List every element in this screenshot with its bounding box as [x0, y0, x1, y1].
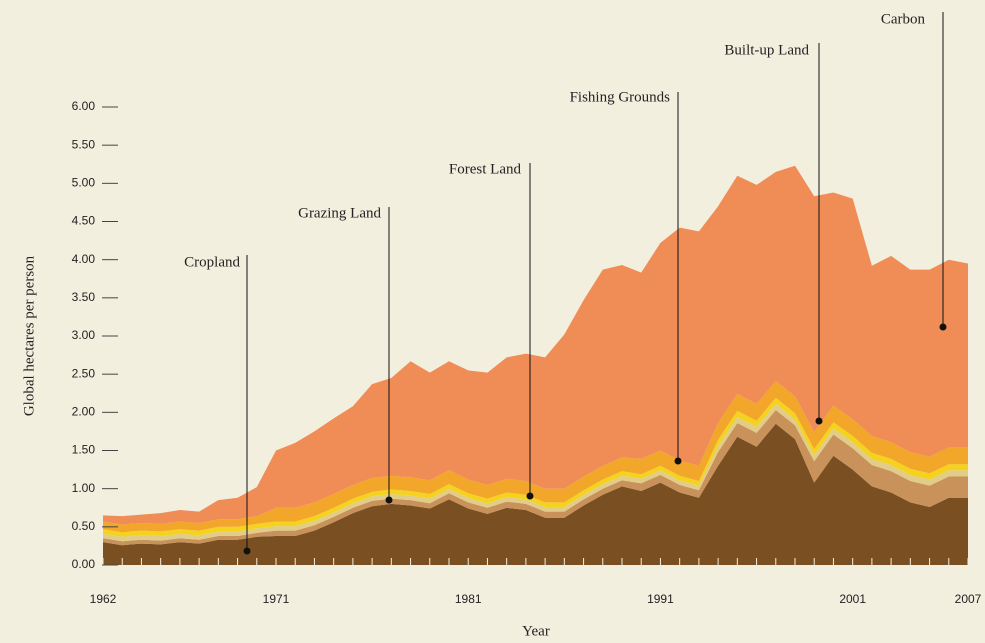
area-segment — [103, 410, 968, 546]
area-segment — [103, 165, 968, 525]
x-tick-label: 1971 — [263, 592, 290, 606]
leader-dot — [674, 457, 682, 465]
x-axis-title: Year — [522, 623, 550, 639]
y-tick-label: 3.00 — [72, 328, 96, 342]
y-tick-label: 0.00 — [72, 557, 96, 571]
legend-label: Built-up Land — [724, 42, 809, 58]
x-tick-label: 1962 — [90, 592, 117, 606]
leader-dot — [815, 417, 823, 425]
legend-label: Cropland — [184, 254, 240, 270]
y-tick-label: 5.50 — [72, 137, 96, 151]
area-segment — [103, 423, 968, 565]
y-tick-label: 1.50 — [72, 443, 96, 457]
y-axis-title: Global hectares per person — [21, 255, 37, 416]
legend-label: Carbon — [881, 11, 926, 27]
leader-dot — [243, 547, 251, 555]
y-tick-label: 2.50 — [72, 366, 96, 380]
x-tick-label: 2007 — [955, 592, 982, 606]
y-tick-label: 5.00 — [72, 176, 96, 190]
y-tick-label: 4.00 — [72, 252, 96, 266]
leader-dot — [385, 496, 393, 504]
legend-label: Fishing Grounds — [570, 89, 671, 105]
y-tick-label: 4.50 — [72, 214, 96, 228]
leader-dot — [526, 492, 534, 500]
x-tick-label: 2001 — [839, 592, 866, 606]
y-tick-label: 3.50 — [72, 290, 96, 304]
y-tick-label: 2.00 — [72, 405, 96, 419]
legend-label: Grazing Land — [298, 205, 381, 221]
y-tick-label: 1.00 — [72, 481, 96, 495]
x-tick-label: 1991 — [647, 592, 674, 606]
legend-label: Forest Land — [449, 161, 522, 177]
y-tick-label: 6.00 — [72, 99, 96, 113]
leader-dot — [939, 323, 947, 331]
y-tick-label: 0.50 — [72, 519, 96, 533]
x-tick-label: 1981 — [455, 592, 482, 606]
